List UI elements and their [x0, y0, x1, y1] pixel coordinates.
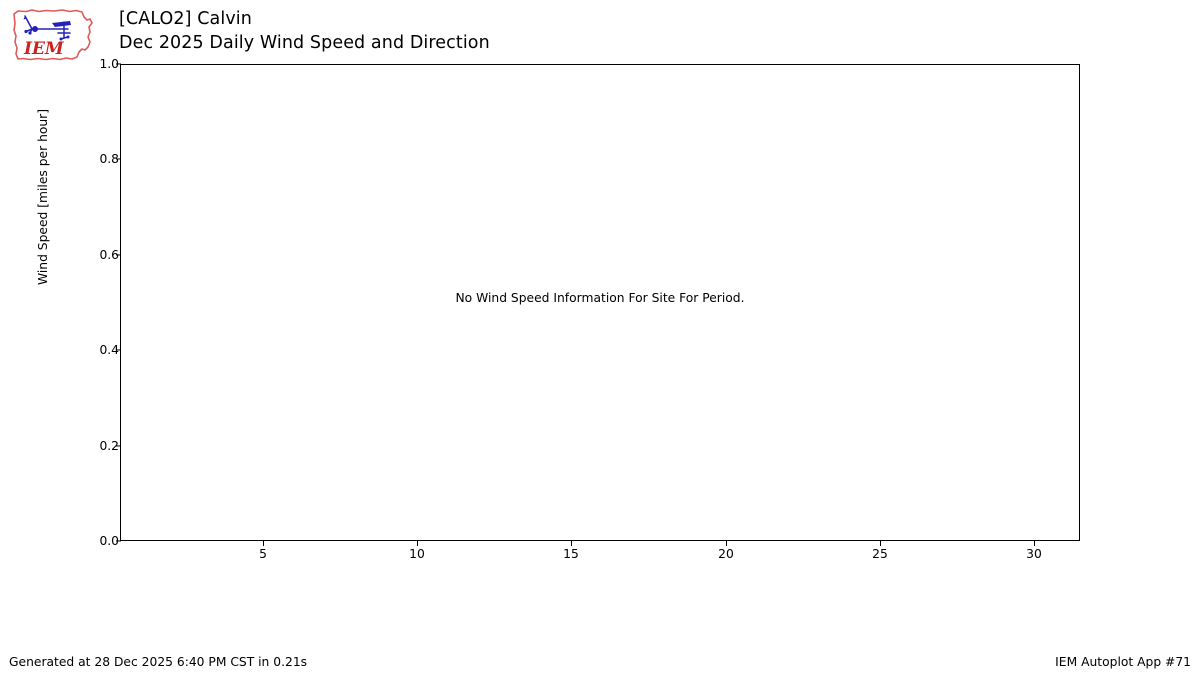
no-data-message: No Wind Speed Information For Site For P… — [455, 291, 745, 305]
y-tick-label: 1.0 — [99, 57, 119, 71]
iem-logo-text: IEM — [23, 39, 65, 59]
y-tick-mark — [116, 445, 121, 447]
x-tick-label: 15 — [563, 547, 579, 561]
x-tick-label: 10 — [409, 547, 425, 561]
y-tick-mark — [116, 349, 121, 351]
x-tick-label: 20 — [718, 547, 734, 561]
iem-logo[interactable]: IEM — [8, 6, 100, 64]
x-tick-label: 5 — [259, 547, 267, 561]
y-tick-label: 0.4 — [99, 343, 119, 358]
x-tick-mark — [263, 541, 265, 546]
y-tick-mark — [116, 540, 121, 542]
y-tick-mark — [116, 63, 121, 65]
chart-title-line-1: [CALO2] Calvin — [119, 9, 252, 29]
y-tick-label: 0.2 — [99, 438, 119, 453]
y-tick-label: 0.6 — [99, 247, 119, 262]
chart-title-line-2: Dec 2025 Daily Wind Speed and Direction — [119, 32, 490, 53]
y-tick-label: 0.0 — [99, 534, 119, 548]
y-tick-mark — [116, 254, 121, 256]
x-tick-label: 30 — [1026, 547, 1042, 561]
y-tick-label: 0.8 — [99, 152, 119, 167]
x-tick-mark — [571, 541, 573, 546]
y-tick-mark — [116, 158, 121, 160]
iem-logo-graphic: IEM — [13, 9, 93, 61]
plot-area[interactable]: No Wind Speed Information For Site For P… — [120, 64, 1080, 541]
x-tick-label: 25 — [872, 547, 888, 561]
x-tick-mark — [726, 541, 728, 546]
chart-title: [CALO2] Calvin Dec 2025 Daily Wind Speed… — [119, 9, 490, 53]
x-tick-mark — [417, 541, 419, 546]
footer-app-label: IEM Autoplot App #71 — [1055, 655, 1191, 669]
x-tick-mark — [1034, 541, 1036, 546]
footer-generated-text: Generated at 28 Dec 2025 6:40 PM CST in … — [9, 655, 308, 669]
x-tick-mark — [880, 541, 882, 546]
y-axis-label: Wind Speed [miles per hour] — [36, 108, 50, 286]
